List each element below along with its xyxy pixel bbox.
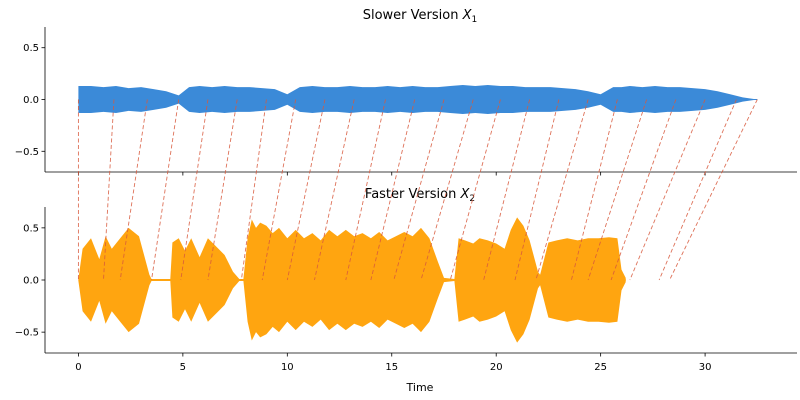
alignment-line bbox=[669, 99, 758, 281]
bottom-y-tick-label: 0.0 bbox=[23, 276, 39, 287]
bottom-x-tick-label: 10 bbox=[281, 362, 294, 373]
alignment-line bbox=[393, 99, 445, 281]
bottom-x-tick-label: 25 bbox=[594, 362, 607, 373]
bottom-panel: Faster Version X2 0.5 0.0 −0.5 0 5 10 15 20 25 3… bbox=[15, 187, 797, 394]
alignment-line bbox=[449, 99, 501, 281]
bottom-x-tick-label: 20 bbox=[490, 362, 503, 373]
bottom-x-tick-label: 5 bbox=[180, 362, 186, 373]
bottom-x-tick-label: 15 bbox=[385, 362, 398, 373]
top-y-tick-label: −0.5 bbox=[15, 147, 39, 158]
alignment-line bbox=[103, 99, 115, 281]
alignment-line bbox=[570, 99, 618, 281]
alignment-line bbox=[345, 99, 386, 281]
alignment-line bbox=[370, 99, 416, 281]
alignment-line bbox=[180, 99, 209, 281]
alignment-line bbox=[240, 99, 267, 281]
bottom-panel-title: Faster Version X2 bbox=[365, 187, 475, 204]
alignment-line bbox=[610, 99, 677, 281]
bottom-y-tick-label: 0.5 bbox=[23, 223, 39, 234]
alignment-line bbox=[629, 99, 706, 281]
bottom-y-tick-label: −0.5 bbox=[15, 328, 39, 339]
top-y-ticks: 0.5 0.0 −0.5 bbox=[15, 43, 45, 158]
alignment-lines bbox=[77, 99, 758, 281]
alignment-line bbox=[207, 99, 238, 281]
top-y-tick-label: 0.0 bbox=[23, 95, 39, 106]
alignment-line bbox=[261, 99, 297, 281]
x-axis-title: Time bbox=[406, 381, 434, 394]
top-panel: Slower Version X1 0.5 0.0 −0.5 bbox=[15, 8, 797, 176]
bottom-x-ticks: 0 5 10 15 20 25 30 bbox=[75, 353, 711, 373]
alignment-line bbox=[535, 99, 589, 281]
bottom-y-ticks: 0.5 0.0 −0.5 bbox=[15, 223, 45, 339]
top-x-ticks bbox=[78, 172, 706, 176]
alignment-line bbox=[514, 99, 560, 281]
alignment-line bbox=[587, 99, 648, 281]
alignment-line bbox=[658, 99, 737, 281]
alignment-line bbox=[314, 99, 355, 281]
alignment-line bbox=[286, 99, 326, 281]
alignment-line bbox=[119, 99, 148, 281]
top-panel-title: Slower Version X1 bbox=[363, 8, 478, 25]
bottom-x-tick-label: 0 bbox=[75, 362, 81, 373]
alignment-line bbox=[420, 99, 474, 281]
bottom-waveform bbox=[78, 217, 626, 343]
alignment-line bbox=[483, 99, 531, 281]
alignment-line bbox=[151, 99, 180, 281]
top-waveform bbox=[78, 85, 758, 114]
bottom-x-tick-label: 30 bbox=[699, 362, 712, 373]
top-y-tick-label: 0.5 bbox=[23, 43, 39, 54]
